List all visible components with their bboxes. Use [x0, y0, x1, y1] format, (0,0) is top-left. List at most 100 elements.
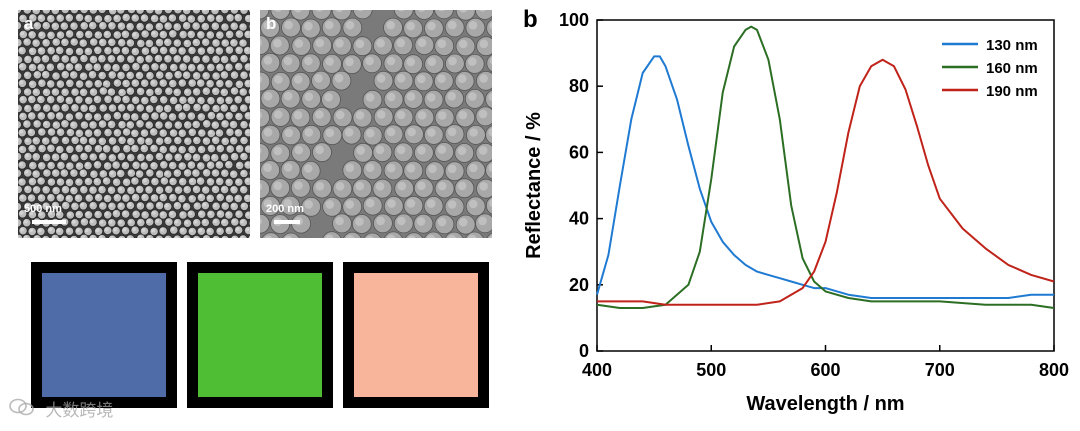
sem-particle: [239, 151, 249, 162]
sem-particle: [18, 226, 28, 236]
sem-particle: [182, 234, 192, 238]
sem-particle: [224, 95, 234, 105]
sem-particle: [261, 232, 280, 238]
sem-particle: [243, 176, 250, 186]
sem-particle: [300, 18, 321, 39]
sem-particle: [224, 177, 234, 187]
sem-particle: [224, 111, 234, 121]
x-axis-label: Wavelength / nm: [746, 393, 904, 415]
sem-particle: [97, 185, 107, 195]
sem-particle: [130, 46, 140, 57]
sem-particle: [300, 160, 321, 181]
sem-particle: [102, 112, 112, 122]
sem-particle: [172, 54, 182, 64]
sem-particle: [393, 142, 414, 163]
sem-particle: [55, 226, 65, 236]
sem-particle: [149, 45, 159, 55]
sem-particle: [26, 193, 37, 203]
sem-particle: [238, 87, 248, 97]
sem-particle: [78, 38, 88, 48]
sem-particle: [321, 89, 341, 110]
sem-particle: [229, 21, 239, 31]
sem-particle: [239, 201, 249, 211]
sem-particle: [394, 178, 415, 199]
sem-particle: [112, 177, 122, 187]
sem-image-a: a 500 nm: [18, 10, 250, 238]
sem-particle: [260, 196, 281, 216]
sem-particle: [168, 144, 178, 154]
sem-particle: [201, 86, 211, 96]
sem-particle: [239, 54, 249, 64]
sem-particle: [183, 87, 193, 97]
sem-particle: [260, 88, 281, 109]
sem-particle: [135, 119, 145, 129]
sem-particle: [125, 200, 136, 211]
sem-particle: [393, 10, 414, 20]
sem-particle: [234, 225, 244, 235]
sem-particle: [485, 89, 492, 109]
sem-particle: [116, 168, 126, 179]
sem-particle: [130, 13, 140, 23]
sem-particle: [191, 21, 201, 31]
sem-particle: [117, 235, 127, 238]
sem-particle: [139, 226, 150, 236]
swatch-green: [187, 262, 333, 408]
sem-particle: [41, 21, 51, 31]
sem-particle: [140, 29, 150, 39]
sem-particle: [46, 160, 56, 171]
sem-particle: [102, 29, 112, 40]
sem-particle: [36, 111, 46, 121]
sem-particle: [102, 176, 112, 186]
sem-particle: [214, 46, 224, 56]
sem-particle: [59, 21, 69, 31]
sem-particle: [60, 119, 70, 129]
sem-particle: [351, 214, 372, 234]
sem-particle: [103, 210, 113, 220]
sem-particle: [36, 62, 46, 73]
sem-particle: [177, 78, 187, 88]
sem-particle: [434, 178, 455, 199]
sem-particle: [130, 78, 140, 88]
sem-particle: [215, 62, 225, 73]
sem-particle: [18, 86, 22, 96]
sem-particle: [50, 152, 61, 162]
sem-particle: [88, 152, 98, 162]
sem-particle: [121, 12, 131, 23]
sem-particle: [107, 70, 117, 80]
sem-particle: [224, 226, 234, 236]
sem-particle: [220, 235, 230, 238]
sem-particle: [74, 128, 85, 138]
sem-particle: [83, 143, 93, 154]
sem-particle: [465, 160, 486, 181]
sem-particle: [290, 71, 311, 92]
sem-particle: [145, 168, 155, 178]
sem-particle: [434, 142, 455, 162]
sem-particle: [341, 124, 362, 145]
sem-particle: [197, 144, 207, 155]
sem-particle: [74, 79, 85, 89]
sem-particle: [18, 151, 23, 162]
sem-particle: [22, 10, 32, 15]
sem-particle: [312, 142, 332, 163]
sem-particle: [103, 193, 113, 204]
sem-particle: [177, 111, 187, 121]
sem-particle: [181, 202, 192, 212]
sem-particle: [433, 71, 454, 91]
sem-particle: [111, 144, 121, 154]
sem-particle: [205, 30, 215, 40]
sem-particle: [159, 160, 169, 170]
sem-particle: [83, 46, 94, 57]
sem-particle: [74, 143, 84, 153]
sem-particle: [55, 210, 65, 220]
sem-particle: [196, 78, 206, 88]
sem-particle: [117, 103, 127, 113]
sem-particle: [74, 209, 84, 220]
sem-particle: [41, 201, 51, 211]
sem-particle: [249, 187, 250, 194]
sem-particle: [60, 103, 70, 113]
sem-particle: [60, 54, 70, 64]
sem-particle: [116, 70, 126, 81]
sem-particle: [177, 194, 187, 204]
sem-particle: [383, 160, 404, 181]
sem-particle: [97, 234, 107, 238]
